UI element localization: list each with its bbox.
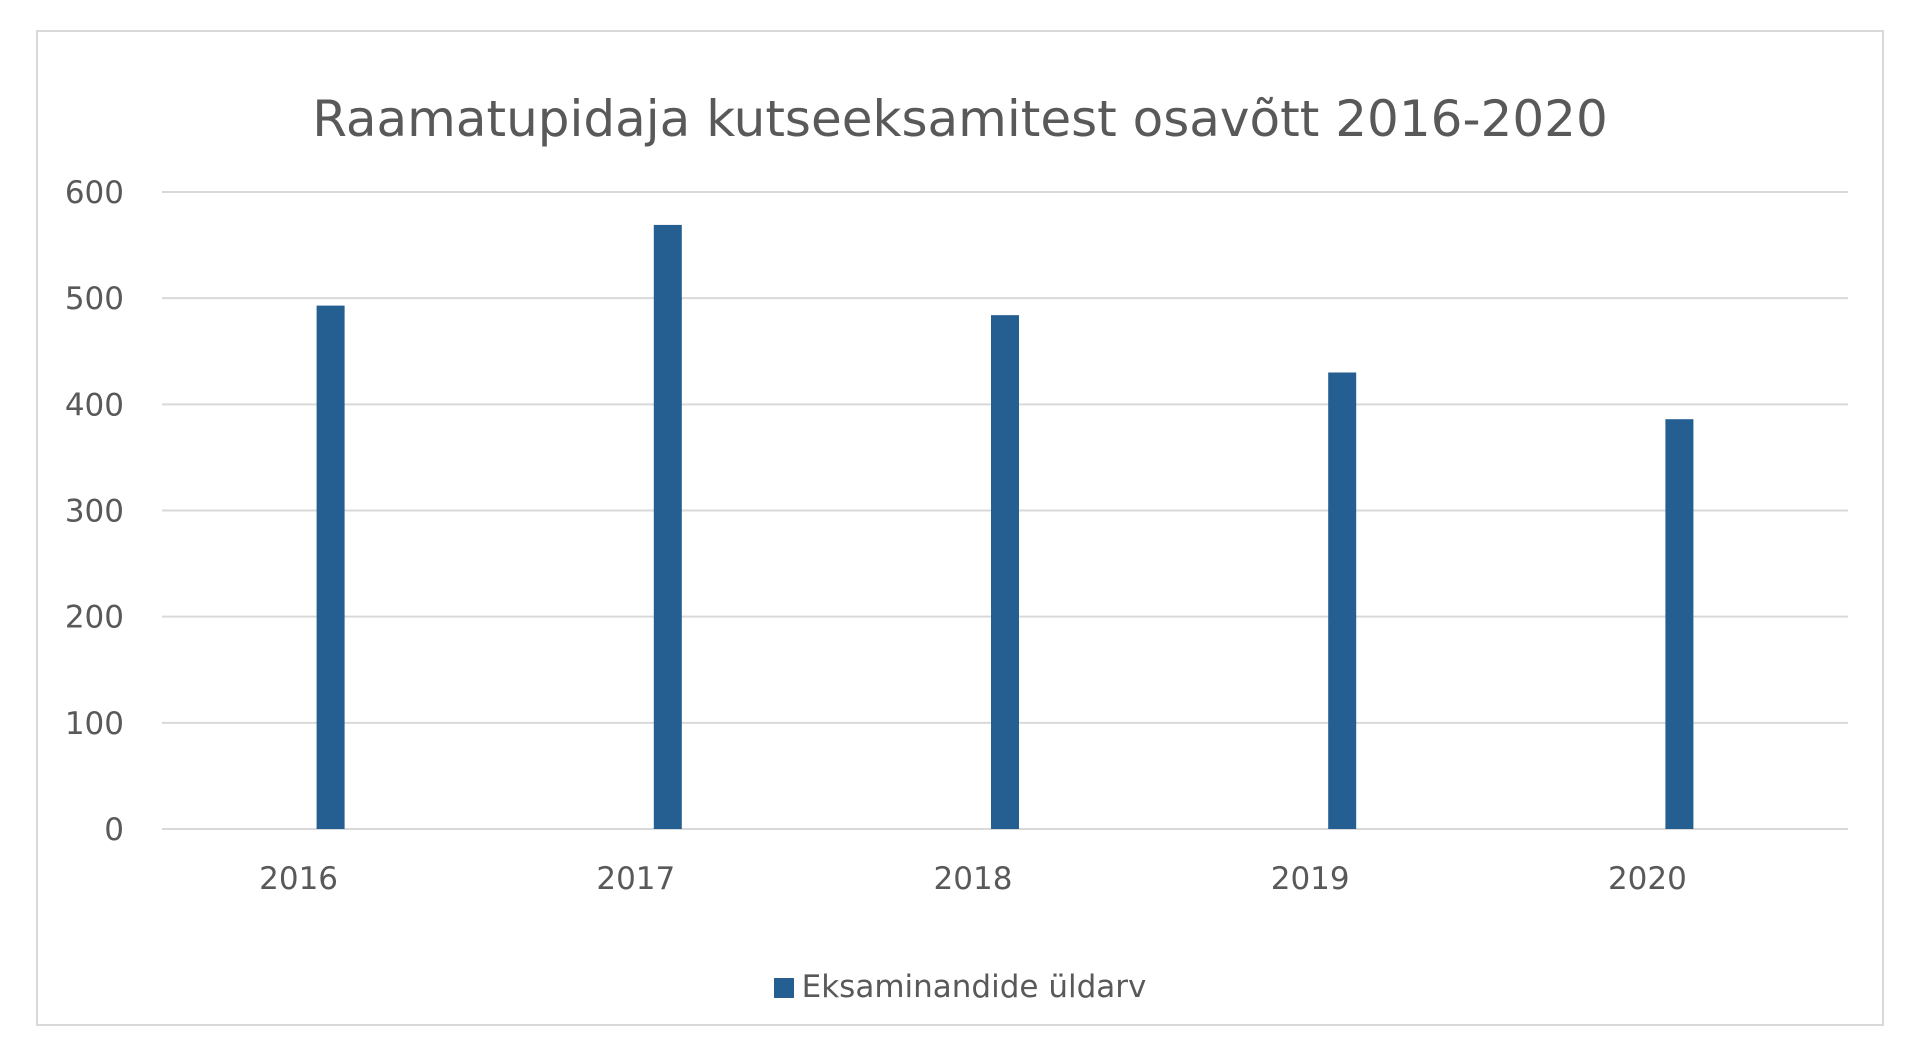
plot-area: 0 100 200 300 400 500 600 2016 2017 2018 2019 2020 bbox=[65, 175, 1848, 897]
y-tick-label: 200 bbox=[65, 600, 124, 636]
x-tick-label: 2017 bbox=[596, 861, 675, 897]
legend-label: Eksaminandide üldarv bbox=[801, 969, 1147, 1005]
y-tick-label: 400 bbox=[65, 387, 124, 423]
x-tick-label: 2019 bbox=[1271, 861, 1350, 897]
x-tick-label: 2020 bbox=[1608, 861, 1687, 897]
chart-frame: Raamatupidaja kutseeksamitest osavõtt 20… bbox=[36, 30, 1884, 1026]
x-tick-label: 2016 bbox=[259, 861, 338, 897]
legend: Eksaminandide üldarv bbox=[38, 972, 1882, 1003]
bar-2017 bbox=[653, 224, 682, 829]
bar-2016 bbox=[316, 305, 345, 829]
bar-2018 bbox=[991, 315, 1019, 829]
y-tick-label: 100 bbox=[65, 706, 124, 742]
y-tick-label: 0 bbox=[104, 812, 124, 848]
y-tick-label: 600 bbox=[65, 175, 124, 211]
y-tick-label: 500 bbox=[65, 281, 124, 317]
legend-swatch bbox=[773, 977, 794, 998]
x-tick-label: 2018 bbox=[934, 861, 1013, 897]
chart-title: Raamatupidaja kutseeksamitest osavõtt 20… bbox=[312, 90, 1608, 148]
y-tick-label: 300 bbox=[65, 494, 124, 530]
bar-2020 bbox=[1665, 419, 1694, 829]
bar-2019 bbox=[1328, 372, 1357, 829]
